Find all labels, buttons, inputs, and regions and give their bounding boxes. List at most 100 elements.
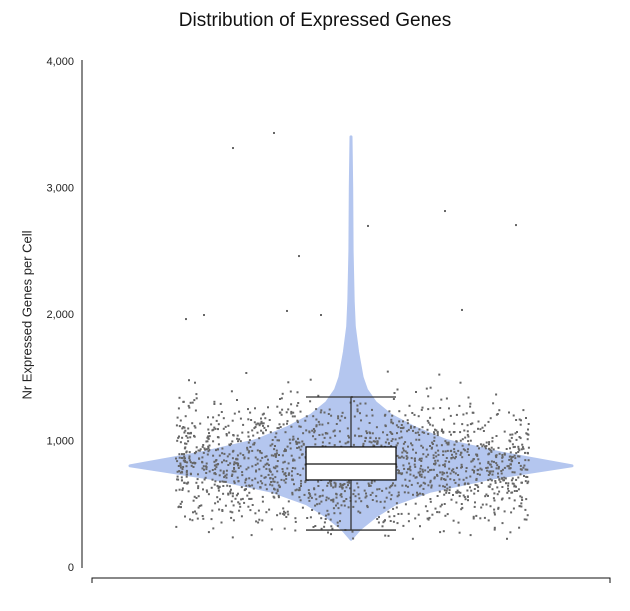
data-point [470,489,473,492]
data-point [262,465,265,468]
data-point [291,478,294,481]
data-point [501,522,504,525]
data-point [222,470,225,473]
data-point [429,416,432,419]
data-point [178,470,181,473]
data-point [217,489,220,492]
data-point [289,442,292,445]
data-point [493,511,496,514]
data-point [442,450,445,453]
data-point [269,483,272,486]
data-point [290,454,293,457]
data-point [264,417,267,420]
data-point [195,397,198,400]
data-point [436,511,439,514]
data-point [283,513,286,516]
data-point [444,465,446,468]
data-point [498,478,501,481]
data-point [485,467,488,469]
data-point [182,426,185,428]
data-point [397,456,400,459]
data-point [225,460,228,463]
data-point [334,484,337,487]
data-point [276,470,279,473]
data-point [499,480,502,483]
data-point [391,438,394,441]
data-point [414,465,417,468]
data-point [446,475,449,478]
data-point [296,447,299,449]
data-point [325,496,328,499]
data-point [400,424,403,426]
data-point [465,412,468,415]
data-point [259,422,262,425]
outlier-point [232,147,234,150]
data-point [439,531,442,534]
data-point [185,471,188,473]
data-point [320,527,323,530]
data-point [373,444,376,447]
data-point [523,518,526,521]
data-point [402,449,405,452]
data-point [260,417,262,420]
data-point [229,490,232,493]
data-point [391,414,394,417]
data-point [520,505,523,508]
data-point [414,502,417,505]
data-point [295,441,298,444]
data-point [272,477,275,480]
data-point [265,511,268,514]
data-point [276,488,279,491]
data-point [292,458,295,461]
data-point [465,467,468,469]
data-point [389,520,392,522]
data-point [480,482,483,484]
data-point [469,486,471,489]
data-point [396,432,398,435]
data-point [279,411,282,414]
data-point [498,409,501,412]
data-point [314,504,317,507]
data-point [393,515,396,518]
data-point [334,482,337,485]
data-point [417,431,420,434]
data-point [516,431,518,433]
data-point [185,482,188,485]
data-point [498,452,501,455]
data-point [488,470,491,473]
data-point [379,500,382,503]
data-point [280,397,283,400]
data-point [509,455,512,458]
data-point [469,439,472,442]
data-point [474,501,476,504]
data-point [400,436,403,439]
data-point [495,456,498,459]
data-point [234,497,237,500]
data-point [327,531,329,534]
data-point [512,414,515,417]
data-point [458,531,461,534]
data-point [365,495,368,498]
data-point [318,495,321,498]
data-point [307,489,310,492]
data-point [248,450,251,453]
data-point [380,444,383,447]
data-point [214,473,217,476]
data-point [294,489,297,492]
data-point [273,448,276,451]
data-point [518,462,520,464]
data-point [466,433,469,436]
data-point [472,458,475,461]
data-point [219,469,222,472]
data-point [184,442,186,445]
data-point [404,414,407,417]
data-point [282,512,285,515]
data-point [464,449,467,452]
data-point [497,472,499,475]
data-point [452,468,455,471]
data-point [513,485,516,488]
data-point [335,423,338,425]
data-point [213,400,216,403]
data-point [524,459,527,462]
data-point [469,423,472,426]
